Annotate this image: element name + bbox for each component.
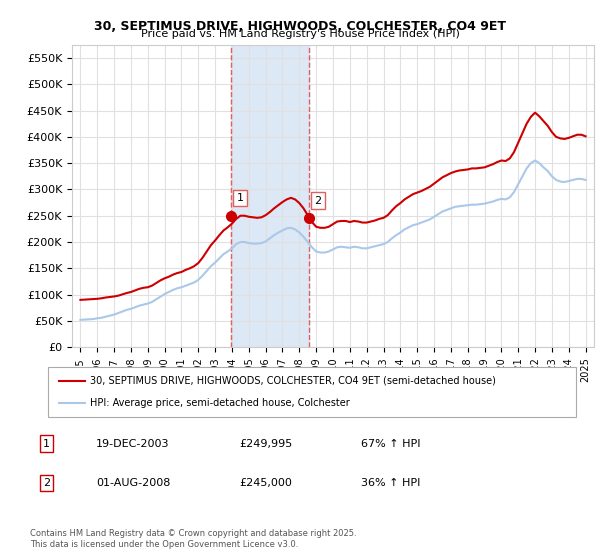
Text: 30, SEPTIMUS DRIVE, HIGHWOODS, COLCHESTER, CO4 9ET: 30, SEPTIMUS DRIVE, HIGHWOODS, COLCHESTE… xyxy=(94,20,506,32)
Text: Contains HM Land Registry data © Crown copyright and database right 2025.
This d: Contains HM Land Registry data © Crown c… xyxy=(30,529,356,549)
Text: 19-DEC-2003: 19-DEC-2003 xyxy=(96,438,170,449)
Bar xyxy=(232,45,309,347)
Text: 67% ↑ HPI: 67% ↑ HPI xyxy=(361,438,421,449)
FancyBboxPatch shape xyxy=(48,367,576,417)
Text: 1: 1 xyxy=(43,438,50,449)
Text: 36% ↑ HPI: 36% ↑ HPI xyxy=(361,478,421,488)
Text: HPI: Average price, semi-detached house, Colchester: HPI: Average price, semi-detached house,… xyxy=(90,398,350,408)
Text: £249,995: £249,995 xyxy=(240,438,293,449)
Text: 2: 2 xyxy=(43,478,50,488)
Text: Price paid vs. HM Land Registry's House Price Index (HPI): Price paid vs. HM Land Registry's House … xyxy=(140,29,460,39)
Text: 01-AUG-2008: 01-AUG-2008 xyxy=(96,478,170,488)
Text: 1: 1 xyxy=(236,193,244,203)
Text: £245,000: £245,000 xyxy=(240,478,293,488)
Text: 2: 2 xyxy=(314,195,321,206)
Text: 30, SEPTIMUS DRIVE, HIGHWOODS, COLCHESTER, CO4 9ET (semi-detached house): 30, SEPTIMUS DRIVE, HIGHWOODS, COLCHESTE… xyxy=(90,376,496,386)
